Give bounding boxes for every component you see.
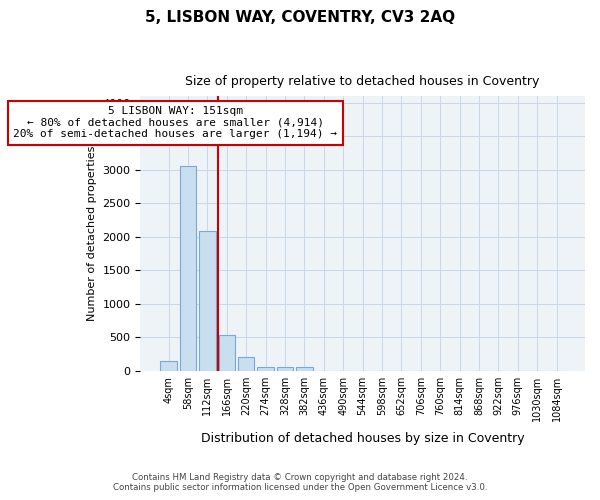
Bar [160, 360, 177, 371]
Bar [238, 357, 254, 371]
Bar [180, 166, 196, 371]
Bar [296, 368, 313, 371]
Bar [199, 232, 215, 371]
X-axis label: Distribution of detached houses by size in Coventry: Distribution of detached houses by size … [201, 432, 524, 445]
Y-axis label: Number of detached properties: Number of detached properties [87, 146, 97, 321]
Bar [218, 334, 235, 371]
Bar [277, 368, 293, 371]
Bar [257, 367, 274, 371]
Text: Contains HM Land Registry data © Crown copyright and database right 2024.
Contai: Contains HM Land Registry data © Crown c… [113, 473, 487, 492]
Text: 5 LISBON WAY: 151sqm
← 80% of detached houses are smaller (4,914)
20% of semi-de: 5 LISBON WAY: 151sqm ← 80% of detached h… [13, 106, 337, 140]
Title: Size of property relative to detached houses in Coventry: Size of property relative to detached ho… [185, 75, 540, 88]
Text: 5, LISBON WAY, COVENTRY, CV3 2AQ: 5, LISBON WAY, COVENTRY, CV3 2AQ [145, 10, 455, 25]
